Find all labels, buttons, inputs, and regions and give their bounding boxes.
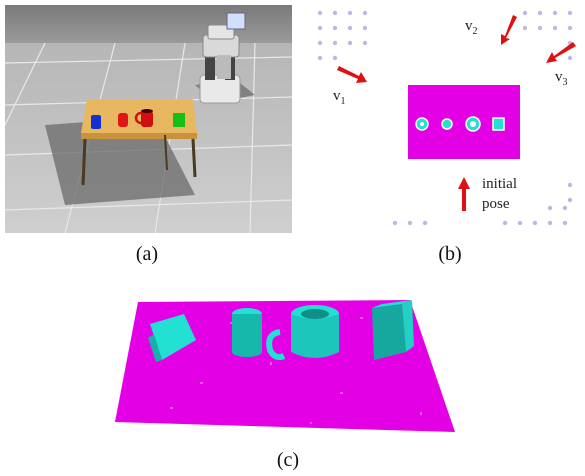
panel-b-viewpoints: v1 v2 v3 initial pose [305,5,585,233]
caption-a: (a) [135,243,159,265]
robot-icon [195,12,255,104]
label-v1: v1 [333,88,346,107]
arrow-icon [337,15,576,211]
panel-c-point-cloud [110,282,470,444]
label-v2: v2 [465,18,478,37]
table-cloud [115,300,455,432]
table-icon [81,99,197,186]
panel-a-simulation-scene [4,5,293,234]
red-cup-icon [118,113,128,127]
caption-c: (c) [276,449,300,471]
mug-object [266,305,339,361]
box-object [372,300,414,360]
simulation-render [4,5,293,234]
mug-icon [134,109,153,127]
cup-object-2 [232,308,262,357]
back-wall [5,5,292,43]
caption-b: (b) [438,243,462,265]
waypoint-dots [317,10,573,226]
label-pose: pose [482,196,510,212]
point-cloud-render [115,300,455,432]
green-box-icon [173,113,185,127]
label-initial: initial [482,176,517,192]
viewpoint-diagram: v1 v2 v3 initial pose [317,10,576,226]
label-v3: v3 [555,69,568,88]
blue-cup-icon [91,115,101,129]
cup-object-1 [150,314,196,360]
